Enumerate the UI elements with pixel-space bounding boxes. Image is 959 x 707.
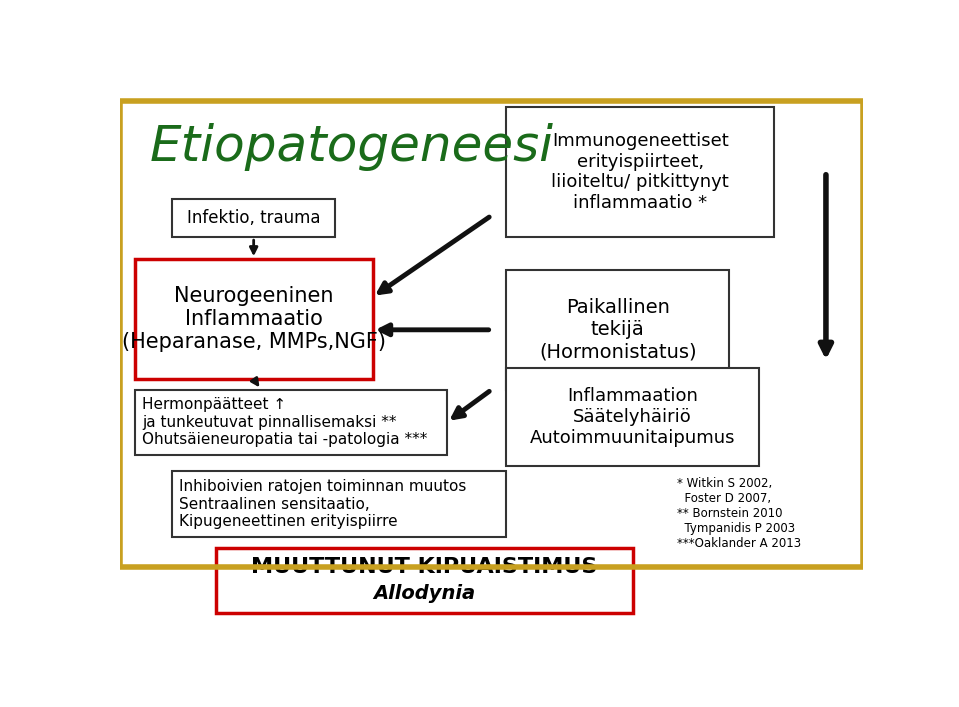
- Text: Neurogeeninen
Inflammaatio
(Heparanase, MMPs,NGF): Neurogeeninen Inflammaatio (Heparanase, …: [122, 286, 386, 352]
- Bar: [172, 472, 506, 537]
- Text: Paikallinen
tekijä
(Hormonistatus): Paikallinen tekijä (Hormonistatus): [539, 298, 696, 361]
- Text: Immunogeneettiset
erityispiirteet,
liioiteltu/ pitkittynyt
inflammaatio *: Immunogeneettiset erityispiirteet, liioi…: [551, 132, 729, 212]
- Bar: [506, 368, 760, 466]
- Text: Inflammaation
Säätelyhäiriö
Autoimmuunitaipumus: Inflammaation Säätelyhäiriö Autoimmuunit…: [530, 387, 736, 447]
- Bar: [172, 199, 336, 238]
- Bar: [506, 270, 730, 390]
- Bar: [134, 390, 447, 455]
- Text: * Witkin S 2002,
  Foster D 2007,
** Bornstein 2010
  Tympanidis P 2003
***Oakla: * Witkin S 2002, Foster D 2007, ** Borns…: [677, 477, 802, 550]
- Text: Etiopatogeneesi: Etiopatogeneesi: [150, 123, 553, 171]
- Bar: [217, 547, 633, 613]
- Bar: [134, 259, 372, 379]
- Text: MUUTTUNUT KIPUAISTIMUS: MUUTTUNUT KIPUAISTIMUS: [251, 556, 597, 577]
- Text: Allodynia: Allodynia: [374, 585, 476, 603]
- Text: Hermonpäätteet ↑
ja tunkeutuvat pinnallisemaksi **
Ohutsäieneuropatia tai -patol: Hermonpäätteet ↑ ja tunkeutuvat pinnalli…: [142, 397, 428, 448]
- Text: Inhiboivien ratojen toiminnan muutos
Sentraalinen sensitaatio,
Kipugeneettinen e: Inhiboivien ratojen toiminnan muutos Sen…: [179, 479, 467, 529]
- Text: Infektio, trauma: Infektio, trauma: [187, 209, 320, 227]
- Bar: [506, 107, 774, 238]
